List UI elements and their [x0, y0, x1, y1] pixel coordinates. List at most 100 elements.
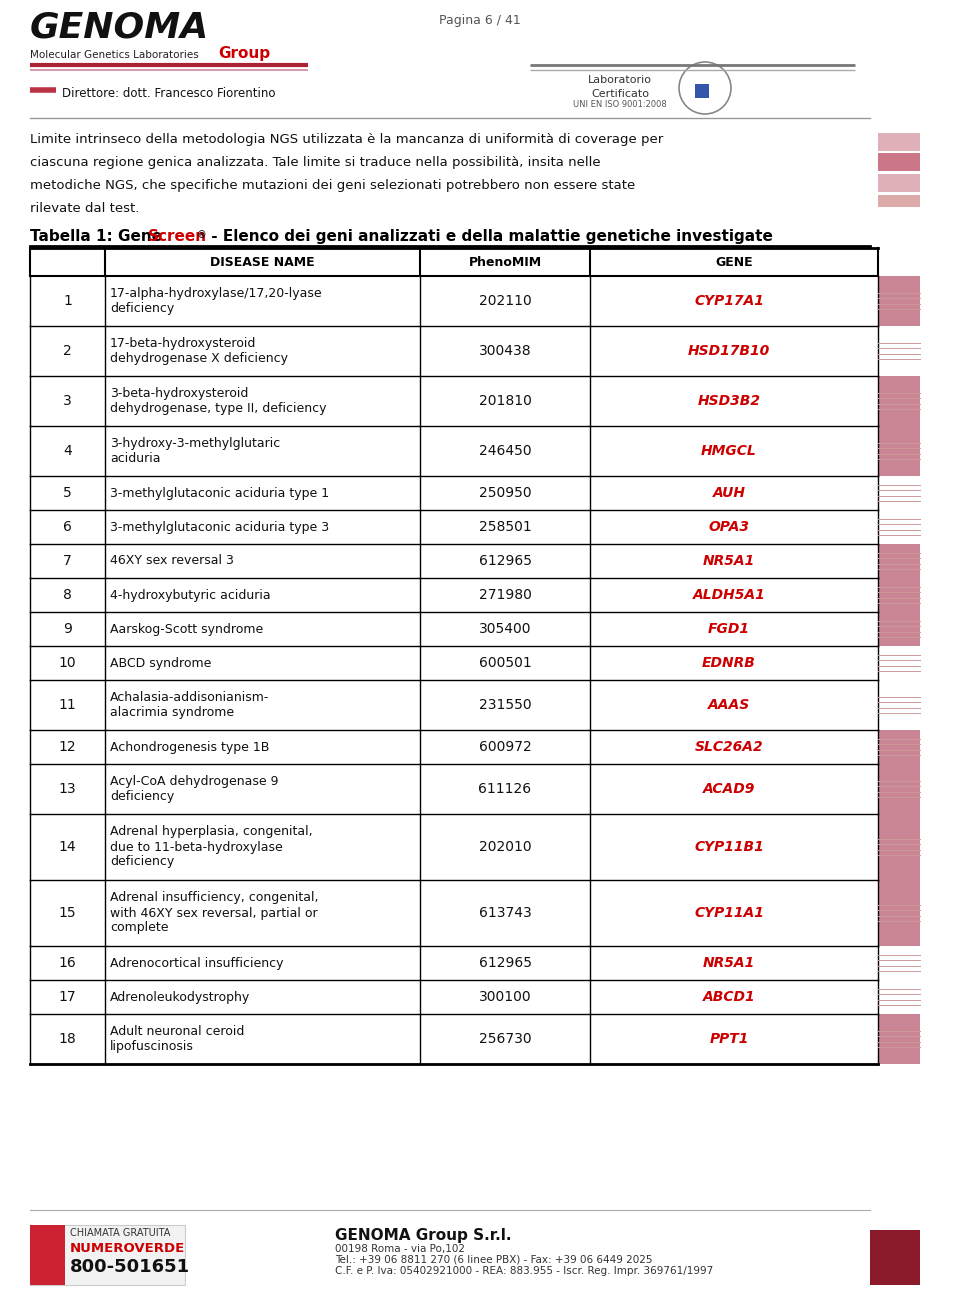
Bar [878, 612, 920, 645]
Text: with 46XY sex reversal, partial or: with 46XY sex reversal, partial or [110, 906, 318, 919]
Bar [878, 814, 920, 880]
Text: 271980: 271980 [479, 588, 532, 602]
Text: Achalasia-addisonianism-: Achalasia-addisonianism- [110, 691, 270, 704]
Text: 3-beta-hydroxysteroid: 3-beta-hydroxysteroid [110, 387, 249, 400]
Text: PPT1: PPT1 [709, 1031, 749, 1046]
Bar [878, 764, 920, 814]
Text: 5: 5 [63, 486, 72, 499]
Text: ciascuna regione genica analizzata. Tale limite si traduce nella possibilità, in: ciascuna regione genica analizzata. Tale… [30, 156, 601, 170]
Text: 600972: 600972 [479, 739, 532, 754]
Text: OPA3: OPA3 [708, 520, 750, 535]
Text: NR5A1: NR5A1 [703, 554, 756, 569]
Text: Achondrogenesis type 1B: Achondrogenesis type 1B [110, 741, 270, 754]
Text: ABCD1: ABCD1 [703, 990, 756, 1004]
Text: dehydrogenase, type II, deficiency: dehydrogenase, type II, deficiency [110, 402, 326, 415]
Text: 16: 16 [59, 956, 77, 970]
Text: 300100: 300100 [479, 990, 531, 1004]
Text: NUMEROVERDE: NUMEROVERDE [70, 1241, 185, 1254]
Text: GENE: GENE [715, 256, 753, 269]
Text: 612965: 612965 [478, 956, 532, 970]
Text: Group: Group [218, 46, 270, 61]
Text: AAAS: AAAS [708, 698, 750, 712]
Text: ALDH5A1: ALDH5A1 [692, 588, 765, 602]
Text: CYP17A1: CYP17A1 [694, 293, 764, 308]
Text: 12: 12 [59, 739, 76, 754]
Text: CYP11B1: CYP11B1 [694, 840, 764, 854]
Text: GENOMA Group S.r.l.: GENOMA Group S.r.l. [335, 1228, 512, 1243]
Text: 202110: 202110 [479, 293, 532, 308]
Text: ®: ® [197, 230, 206, 240]
Text: NR5A1: NR5A1 [703, 956, 756, 970]
Text: Adrenal hyperplasia, congenital,: Adrenal hyperplasia, congenital, [110, 825, 313, 838]
Bar [878, 1015, 920, 1064]
Text: alacrimia syndrome: alacrimia syndrome [110, 705, 234, 719]
Bar [878, 730, 920, 764]
Text: Adult neuronal ceroid: Adult neuronal ceroid [110, 1025, 245, 1038]
Text: Limite intrinseco della metodologia NGS utilizzata è la mancanza di uniformità d: Limite intrinseco della metodologia NGS … [30, 133, 663, 146]
Bar [695, 83, 709, 98]
Bar [878, 276, 920, 326]
Text: ACAD9: ACAD9 [703, 782, 756, 795]
Text: rilevate dal test.: rilevate dal test. [30, 202, 139, 215]
Text: 611126: 611126 [478, 782, 532, 795]
Text: ABCD syndrome: ABCD syndrome [110, 656, 211, 669]
Text: - Elenco dei geni analizzati e della malattie genetiche investigate: - Elenco dei geni analizzati e della mal… [206, 230, 773, 244]
Text: 800-501651: 800-501651 [70, 1258, 190, 1277]
Text: 6: 6 [63, 520, 72, 535]
Text: Screen: Screen [148, 230, 207, 244]
Text: Pagina 6 / 41: Pagina 6 / 41 [439, 14, 521, 27]
Text: deficiency: deficiency [110, 855, 175, 868]
Text: 11: 11 [59, 698, 77, 712]
Text: SLC26A2: SLC26A2 [695, 739, 763, 754]
Text: 7: 7 [63, 554, 72, 569]
Text: 300438: 300438 [479, 344, 531, 359]
Text: HSD17B10: HSD17B10 [688, 344, 770, 359]
Bar [878, 133, 920, 151]
Text: 46XY sex reversal 3: 46XY sex reversal 3 [110, 554, 234, 567]
Bar [878, 544, 920, 578]
Bar [870, 1230, 920, 1284]
Text: 18: 18 [59, 1031, 77, 1046]
Text: 4: 4 [63, 443, 72, 458]
Text: 3-methylglutaconic aciduria type 1: 3-methylglutaconic aciduria type 1 [110, 486, 329, 499]
Text: 305400: 305400 [479, 622, 531, 636]
Text: 2: 2 [63, 344, 72, 359]
Bar [878, 173, 920, 192]
Bar [878, 153, 920, 171]
Text: 13: 13 [59, 782, 76, 795]
Text: 17: 17 [59, 990, 76, 1004]
Text: HSD3B2: HSD3B2 [698, 394, 760, 408]
Text: Aarskog-Scott syndrome: Aarskog-Scott syndrome [110, 622, 263, 635]
Text: Tabella 1: Gene: Tabella 1: Gene [30, 230, 162, 244]
Text: 3: 3 [63, 394, 72, 408]
Text: GENOMA: GENOMA [30, 10, 209, 44]
Bar [878, 578, 920, 612]
Text: FGD1: FGD1 [708, 622, 750, 636]
Text: lipofuscinosis: lipofuscinosis [110, 1041, 194, 1054]
Bar [878, 196, 920, 207]
Bar [30, 1224, 185, 1284]
Text: 231550: 231550 [479, 698, 531, 712]
Text: due to 11-beta-hydroxylase: due to 11-beta-hydroxylase [110, 841, 283, 854]
Bar [878, 426, 920, 476]
Text: EDNRB: EDNRB [702, 656, 756, 670]
Text: 3-methylglutaconic aciduria type 3: 3-methylglutaconic aciduria type 3 [110, 520, 329, 533]
Text: CYP11A1: CYP11A1 [694, 906, 764, 921]
Text: 17-beta-hydroxysteroid: 17-beta-hydroxysteroid [110, 336, 256, 349]
Bar [878, 376, 920, 426]
Text: Laboratorio
Certificato: Laboratorio Certificato [588, 76, 652, 99]
Text: 613743: 613743 [479, 906, 532, 921]
Text: 258501: 258501 [479, 520, 532, 535]
Text: 3-hydroxy-3-methylglutaric: 3-hydroxy-3-methylglutaric [110, 437, 280, 450]
Text: dehydrogenase X deficiency: dehydrogenase X deficiency [110, 352, 288, 365]
Text: AUH: AUH [712, 486, 746, 499]
Text: Molecular Genetics Laboratories: Molecular Genetics Laboratories [30, 50, 199, 60]
Text: 14: 14 [59, 840, 76, 854]
Text: aciduria: aciduria [110, 452, 160, 466]
Text: 15: 15 [59, 906, 76, 921]
Bar [30, 1224, 65, 1284]
Text: 17-alpha-hydroxylase/17,20-lyase: 17-alpha-hydroxylase/17,20-lyase [110, 287, 323, 300]
Text: deficiency: deficiency [110, 790, 175, 803]
Text: 256730: 256730 [479, 1031, 531, 1046]
Text: complete: complete [110, 922, 169, 935]
